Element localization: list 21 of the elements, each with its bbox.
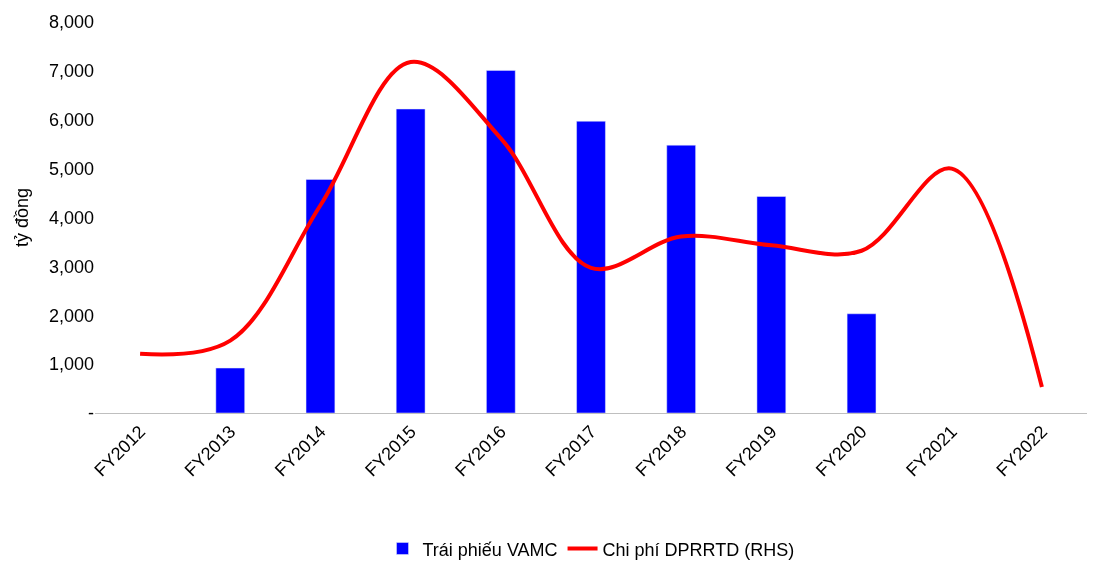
bar [486,70,516,413]
y-tick-label: 8,000 [48,12,94,33]
bar [215,367,245,413]
line-series [138,60,1044,390]
y-tick-label: 7,000 [48,61,94,82]
y-tick-label: 3,000 [48,256,94,277]
y-tick-label: 2,000 [48,305,94,326]
legend-label: Chi phí DPRRTD (RHS) [602,539,795,560]
y-tick-label: 1,000 [48,354,94,375]
y-tick-label: 4,000 [48,207,94,228]
y-tick-label: 6,000 [48,110,94,131]
y-tick-label: - [88,403,94,424]
bar [395,108,426,413]
y-axis-title: tỷ đồng [12,187,33,248]
bar [305,179,336,413]
bar [576,120,606,413]
y-tick-label: 5,000 [48,158,94,179]
bar [756,196,787,413]
legend-label: Trái phiếu VAMC [422,539,558,560]
bar [846,313,877,413]
bar [666,144,696,413]
